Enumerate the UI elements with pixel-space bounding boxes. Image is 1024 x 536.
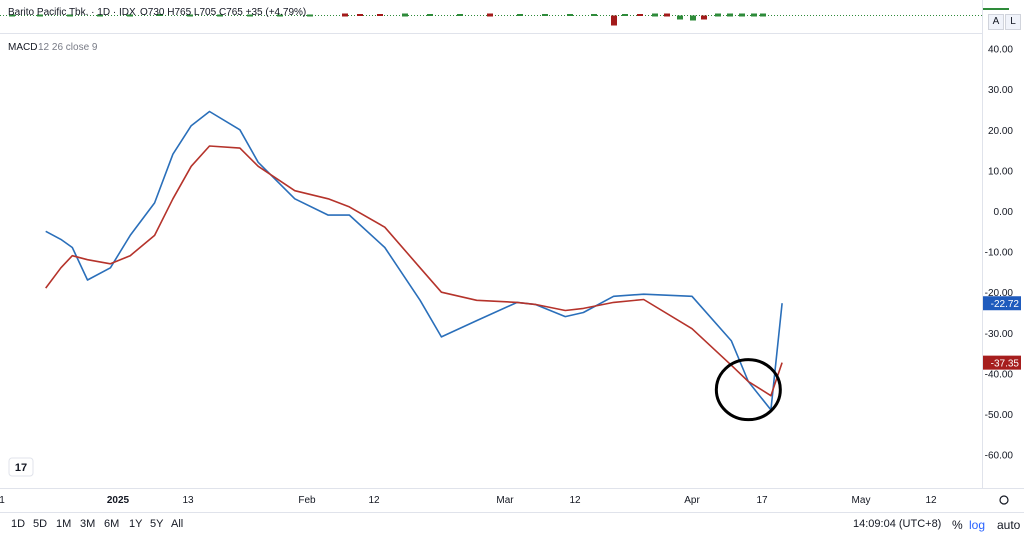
price-candle <box>377 14 383 16</box>
range-6m-button[interactable]: 6M <box>104 518 120 530</box>
price-candle <box>622 14 628 16</box>
signal-value-badge-bg <box>983 355 1021 370</box>
price-candle <box>739 13 745 17</box>
signal-line <box>45 145 783 397</box>
x-tick-label: 13 <box>182 495 194 506</box>
y-tick-label: 30.00 <box>988 85 1013 96</box>
price-candle <box>701 15 707 20</box>
indicator-params: 12 26 close 9 <box>38 42 98 53</box>
price-candle <box>247 14 253 17</box>
y-tick-label: -30.00 <box>985 329 1014 340</box>
indicator-label: MACD <box>8 42 37 53</box>
y-tick-label: 20.00 <box>988 126 1013 137</box>
ohlc-readout: O730 H765 L705 C765 +35 (+4.79%) <box>140 7 306 18</box>
price-candle <box>357 14 363 16</box>
x-tick-label: Feb <box>298 495 316 506</box>
x-tick-label: 12 <box>925 495 937 506</box>
signal-value-badge: -37.35 <box>991 359 1020 370</box>
tradingview-logo <box>8 457 34 477</box>
price-candle <box>67 14 73 17</box>
price-candle <box>9 14 15 17</box>
price-candle <box>37 14 43 17</box>
price-candle <box>591 14 597 16</box>
price-candle <box>307 14 313 17</box>
price-candle <box>715 13 721 17</box>
range-5y-button[interactable]: 5Y <box>150 518 164 530</box>
range-1m-button[interactable]: 1M <box>56 518 72 530</box>
price-candle <box>567 14 573 16</box>
price-candle <box>457 14 463 16</box>
price-tag-marker <box>983 8 1009 10</box>
price-candle <box>342 13 348 17</box>
price-candle <box>760 13 766 17</box>
bottom-toolbar: 1D 5D 1M 3M 6M 1Y 5Y All 14:09:04 (UTC+8… <box>0 514 1024 536</box>
price-scale-a-button[interactable]: A <box>988 14 1004 30</box>
x-tick-label: 1 <box>0 495 5 506</box>
price-candle <box>542 14 548 16</box>
price-candle <box>427 14 433 16</box>
macd-line <box>45 110 783 411</box>
tradingview-logo-mark: 17 <box>15 462 27 474</box>
price-candle <box>664 13 670 17</box>
x-tick-label: May <box>852 495 871 506</box>
percent-scale-toggle[interactable]: % <box>952 518 963 532</box>
y-tick-label: 40.00 <box>988 45 1013 56</box>
range-1d-button[interactable]: 1D <box>11 518 26 530</box>
y-tick-label: -40.00 <box>985 369 1014 380</box>
macd-value-badge: -22.72 <box>991 299 1020 310</box>
range-3m-button[interactable]: 3M <box>80 518 96 530</box>
price-candle <box>652 13 658 17</box>
price-candle <box>277 14 283 17</box>
range-1y-button[interactable]: 1Y <box>129 518 143 530</box>
x-tick-label: 12 <box>569 495 581 506</box>
settings-gear-icon <box>999 495 1009 505</box>
x-tick-label: Mar <box>496 495 514 506</box>
price-candle <box>677 15 683 20</box>
x-tick-label: 12 <box>368 495 380 506</box>
log-scale-toggle[interactable]: log <box>969 518 986 532</box>
range-all-button[interactable]: All <box>171 518 184 530</box>
y-tick-label: -60.00 <box>985 451 1014 462</box>
symbol-header: Barito Pacific Tbk. · 1D · IDX <box>8 7 136 18</box>
clock-readout: 14:09:04 (UTC+8) <box>853 518 942 530</box>
price-candle <box>690 15 696 21</box>
range-5d-button[interactable]: 5D <box>33 518 48 530</box>
price-candle <box>157 14 163 16</box>
price-candle <box>517 14 523 16</box>
price-candle <box>611 15 617 26</box>
price-candle <box>97 14 103 17</box>
x-tick-label: 2025 <box>107 495 130 506</box>
price-candle <box>487 13 493 17</box>
price-candle <box>402 13 408 17</box>
price-candle <box>127 14 133 17</box>
y-tick-label: -50.00 <box>985 410 1014 421</box>
price-scale-l-button[interactable]: L <box>1005 14 1021 30</box>
macd-value-badge-bg <box>983 296 1021 311</box>
x-tick-label: 17 <box>756 495 768 506</box>
price-candle <box>637 14 643 16</box>
price-candle <box>751 13 757 17</box>
y-tick-label: -10.00 <box>985 248 1014 259</box>
x-tick-label: Apr <box>684 495 700 506</box>
y-tick-label: 0.00 <box>994 207 1014 218</box>
y-tick-label: 10.00 <box>988 166 1013 177</box>
price-candle <box>217 14 223 17</box>
annotation-circle <box>714 358 782 422</box>
price-candle <box>187 14 193 17</box>
price-candle <box>727 13 733 17</box>
auto-scale-toggle[interactable]: auto <box>997 518 1021 532</box>
y-tick-label: -20.00 <box>985 288 1014 299</box>
